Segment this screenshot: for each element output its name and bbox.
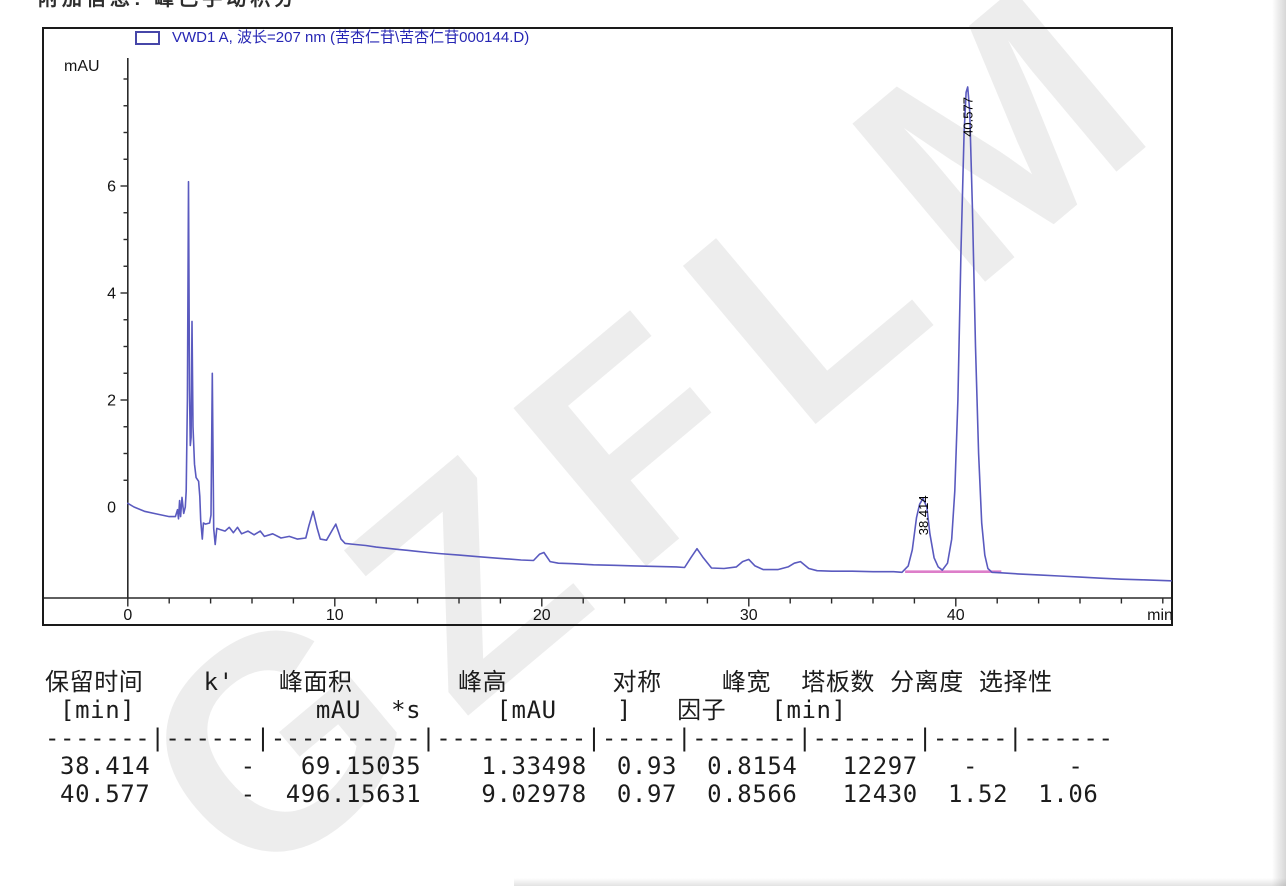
x-tick-label: 20 [533, 607, 551, 624]
y-tick-label: 0 [107, 500, 116, 517]
x-tick-label: 0 [123, 607, 132, 624]
y-axis-unit-label: mAU [64, 58, 100, 75]
chart-frame [42, 27, 1173, 626]
peak-retention-label: 40.577 [961, 97, 976, 137]
x-tick-label: 40 [947, 607, 965, 624]
signal-trace [127, 86, 1172, 582]
y-tick-label: 2 [107, 393, 116, 410]
scan-edge-bottom [514, 878, 1286, 886]
y-tick-label: 6 [107, 179, 116, 196]
legend-label: VWD1 A, 波长=207 nm (苦杏仁苷\苦杏仁苷000144.D) [172, 29, 530, 46]
y-tick-label: 4 [107, 286, 116, 303]
x-axis-unit-label: min [1147, 607, 1173, 624]
x-tick-label: 10 [326, 607, 344, 624]
x-tick-label: 30 [740, 607, 758, 624]
peak-retention-label: 38.414 [916, 495, 931, 535]
integration-results-table: 保留时间 k' 峰面积 峰高 对称 峰宽 塔板数 分离度 选择性 [min] m… [45, 668, 1114, 808]
legend-swatch-icon [135, 31, 160, 45]
additional-info-note: 附加信息: 峰已手动积分 [38, 0, 298, 9]
scan-edge-right [1272, 0, 1286, 886]
